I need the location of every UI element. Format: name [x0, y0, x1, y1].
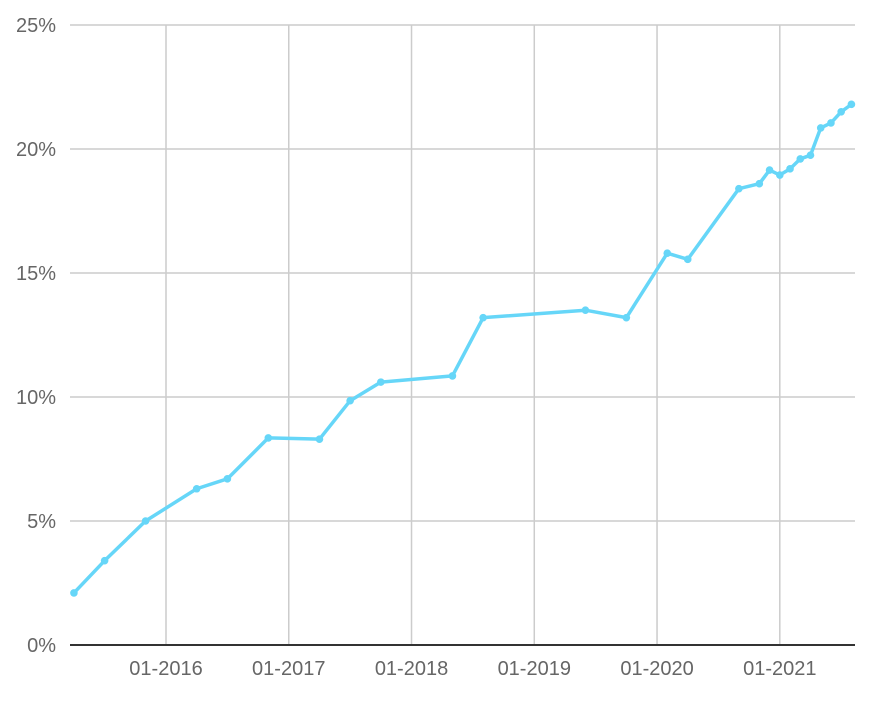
data-point [796, 155, 805, 163]
data-point [806, 151, 815, 159]
data-point [581, 306, 590, 315]
gridlines [70, 24, 855, 645]
data-point [479, 313, 487, 322]
x-tick-label: 01-2020 [620, 658, 693, 680]
data-point [663, 249, 672, 257]
data-point [735, 184, 743, 193]
data-point [448, 372, 457, 380]
data-point [847, 100, 856, 109]
y-axis-ticks: 0% 5% 10% 15% 20% 25% [16, 15, 56, 657]
y-tick-label: 10% [16, 387, 56, 409]
x-tick-label: 01-2021 [743, 658, 816, 680]
data-point [816, 124, 825, 132]
data-point [315, 435, 324, 443]
x-tick-label: 01-2016 [129, 658, 202, 680]
data-point [141, 517, 150, 525]
data-point [683, 255, 692, 264]
y-tick-label: 15% [16, 263, 56, 285]
data-point [755, 179, 764, 188]
x-tick-label: 01-2018 [375, 658, 448, 680]
data-point [70, 589, 78, 597]
data-point [192, 484, 201, 493]
data-point [622, 313, 631, 322]
data-point [223, 475, 232, 483]
data-point [377, 378, 385, 386]
y-tick-label: 0% [27, 635, 56, 657]
series-line [72, 102, 853, 595]
data-point [346, 396, 354, 405]
x-tick-label: 01-2017 [252, 658, 325, 680]
x-tick-label: 01-2019 [498, 658, 571, 680]
y-tick-label: 25% [16, 15, 56, 37]
x-axis-ticks: 01-2016 01-2017 01-2018 01-2019 01-2020 01-20… [129, 658, 816, 680]
data-point [837, 108, 845, 116]
data-point [765, 166, 774, 174]
data-point [827, 119, 835, 127]
data-point [100, 556, 109, 565]
y-tick-label: 20% [16, 139, 56, 161]
series-group [70, 100, 856, 597]
y-tick-label: 5% [27, 511, 56, 533]
data-point [786, 165, 794, 173]
data-point [264, 434, 273, 442]
data-point [776, 171, 784, 179]
